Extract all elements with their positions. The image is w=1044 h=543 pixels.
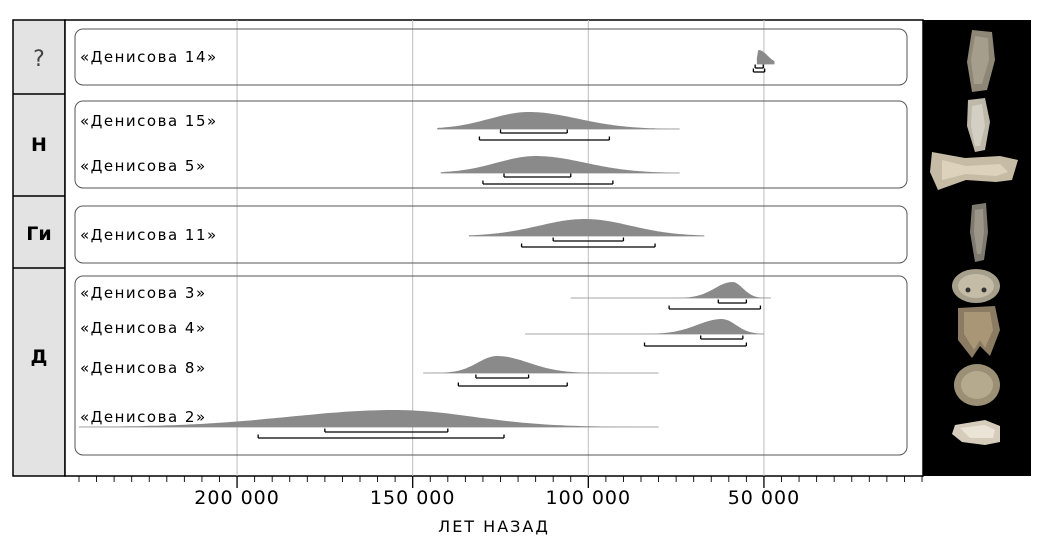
interval-interval-68-denisova11 [552, 237, 625, 242]
phalanx-photo [952, 420, 1000, 445]
sample-label-denisova-2: «Денисова 2» [80, 408, 207, 426]
molar-photo [952, 269, 1000, 303]
interval-interval-68-denisova5 [503, 173, 572, 178]
interval-interval-95-denisova15 [478, 136, 611, 141]
sample-label-denisova-3: «Денисова 3» [80, 284, 207, 302]
sample-label-denisova-15: «Денисова 15» [80, 112, 218, 130]
panel-group-neanderthal [74, 100, 908, 189]
bone-fragment-photo [967, 98, 990, 152]
distribution-curve-denisova8 [423, 356, 659, 373]
finger-bone-photo [930, 152, 1018, 190]
interval-interval-95-denisova2 [257, 434, 505, 439]
group-label-hybrid: Ги [26, 223, 51, 245]
interval-interval-68-denisova3 [717, 299, 748, 304]
interval-interval-68-denisova4 [700, 335, 744, 340]
tooth-fragment-photo [967, 30, 995, 92]
group-label-neanderthal: Н [31, 134, 47, 156]
molar-side-photo [958, 306, 1000, 358]
molar-top-photo [954, 364, 1000, 406]
group-label-unknown: ? [33, 47, 45, 72]
distribution-curve-denisova11 [468, 219, 705, 236]
interval-interval-68-denisova14 [754, 64, 764, 69]
group-label-denisovan: Д [31, 346, 48, 368]
distribution-curve-denisova14 [756, 50, 775, 64]
interval-interval-95-denisova4 [643, 342, 748, 347]
interval-interval-95-denisova8 [457, 382, 568, 387]
bone-splinter-photo [970, 203, 988, 262]
interval-interval-95-denisova5 [482, 180, 614, 185]
interval-interval-68-denisova15 [499, 129, 568, 134]
x-tick-label: 100 000 [546, 487, 632, 509]
interval-interval-68-denisova8 [475, 374, 530, 379]
interval-interval-95-denisova14 [752, 68, 766, 73]
plot-frame [64, 19, 924, 477]
panel-group-denisovan [74, 275, 908, 456]
x-axis-title: ЛЕТ НАЗАД [438, 517, 550, 536]
distribution-curve-denisova15 [437, 112, 680, 129]
sample-label-denisova-14: «Денисова 14» [80, 48, 218, 66]
panel-group-hybrid [74, 205, 908, 264]
panel-group-unknown [74, 28, 908, 86]
x-tick-label: 200 000 [194, 487, 280, 509]
group-column [12, 19, 66, 477]
distribution-curve-denisova3 [570, 282, 771, 298]
sample-label-denisova-4: «Денисова 4» [80, 319, 207, 337]
sample-label-denisova-5: «Денисова 5» [80, 157, 207, 175]
distribution-curve-denisova5 [440, 156, 680, 173]
sample-label-denisova-11: «Денисова 11» [80, 226, 218, 244]
sample-label-denisova-8: «Денисова 8» [80, 359, 207, 377]
x-tick-label: 150 000 [370, 487, 456, 509]
gridlines [236, 20, 765, 476]
distribution-curve-denisova4 [525, 319, 764, 334]
distribution-curve-denisova2 [79, 410, 659, 427]
x-axis-tick-labels: 200 000 150 000 100 000 50 000 [194, 487, 800, 509]
interval-interval-95-denisova11 [520, 243, 656, 248]
distribution-marks [79, 50, 775, 439]
x-tick-label: 50 000 [728, 487, 800, 509]
x-axis-ticks [78, 476, 923, 488]
interval-interval-68-denisova2 [324, 428, 449, 433]
interval-interval-95-denisova3 [668, 305, 762, 310]
